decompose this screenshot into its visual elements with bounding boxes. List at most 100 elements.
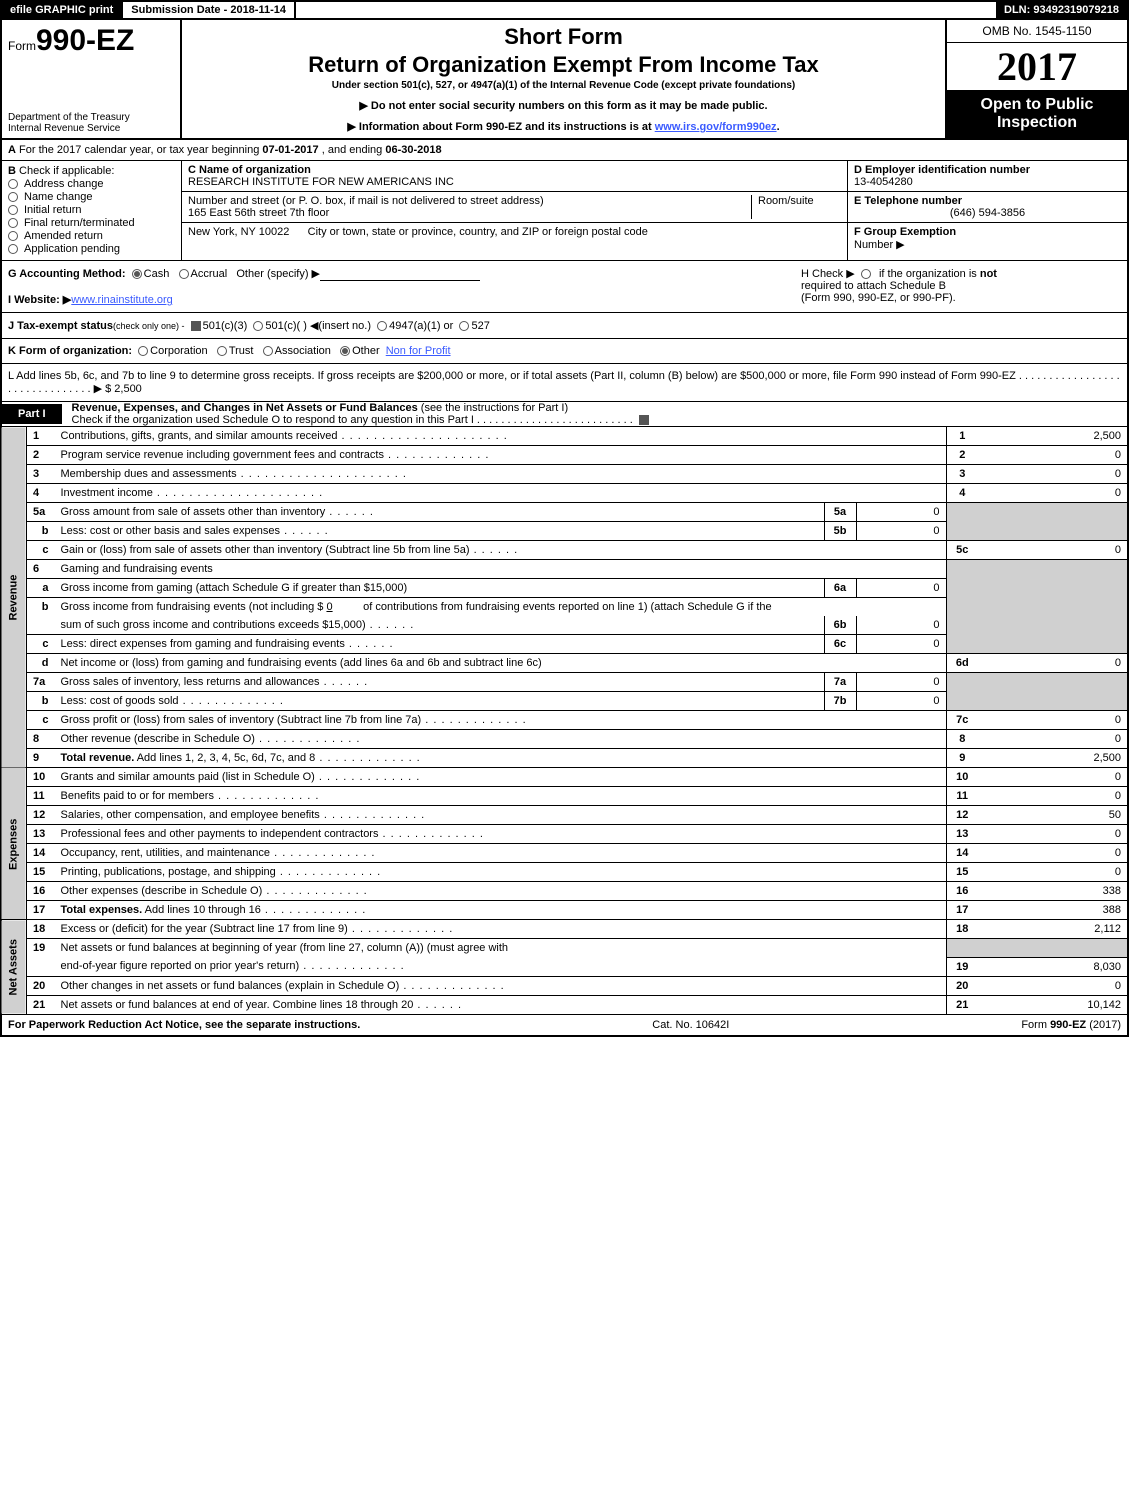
line-17-box: 17 [946, 901, 978, 920]
chk-address-change[interactable] [8, 179, 18, 189]
line-18-amount: 2,112 [978, 920, 1128, 939]
line-19-box: 19 [946, 957, 978, 976]
form-ref-pre: Form [1021, 1019, 1050, 1031]
chk-schedule-o-part1[interactable] [639, 415, 649, 425]
line-16-desc: Other expenses (describe in Schedule O) [61, 885, 263, 897]
other-org-value[interactable]: Non for Profit [386, 345, 451, 357]
line-11-desc: Benefits paid to or for members [61, 790, 214, 802]
omb-number: OMB No. 1545-1150 [947, 20, 1127, 43]
line-g-h: G Accounting Method: Cash Accrual Other … [0, 261, 1129, 313]
org-name: RESEARCH INSTITUTE FOR NEW AMERICANS INC [188, 176, 841, 188]
line-5a-num: 5a [27, 503, 55, 522]
line-1-desc: Contributions, gifts, grants, and simila… [61, 430, 338, 442]
info-pre: ▶ Information about Form 990-EZ and its … [347, 121, 654, 133]
chk-4947a1[interactable] [377, 321, 387, 331]
warning-ssn: ▶ Do not enter social security numbers o… [188, 99, 939, 112]
form-prefix: Form [8, 39, 36, 53]
pra-notice: For Paperwork Reduction Act Notice, see … [8, 1019, 360, 1031]
line-20-desc: Other changes in net assets or fund bala… [61, 980, 400, 992]
line-5a-minival: 0 [856, 503, 946, 522]
row-21: 21 Net assets or fund balances at end of… [1, 995, 1128, 1014]
arrow-icon [315, 752, 420, 764]
line-17-desc-b: Total expenses. [61, 904, 143, 916]
chk-final-return[interactable] [8, 218, 18, 228]
info-link-line: ▶ Information about Form 990-EZ and its … [188, 120, 939, 133]
opt-accrual: Accrual [191, 268, 228, 280]
line-14-desc: Occupancy, rent, utilities, and maintena… [61, 847, 271, 859]
financial-table: Revenue 1 Contributions, gifts, grants, … [0, 427, 1129, 1015]
row-20: 20 Other changes in net assets or fund b… [1, 976, 1128, 995]
opt-501c: 501(c)( ) ◀(insert no.) [265, 320, 371, 332]
line-15-amount: 0 [978, 863, 1128, 882]
part-1-label: Part I [2, 404, 62, 424]
line-21-desc: Net assets or fund balances at end of ye… [61, 999, 414, 1011]
radio-trust[interactable] [217, 346, 227, 356]
chk-501c[interactable] [253, 321, 263, 331]
line-11-box: 11 [946, 787, 978, 806]
open-public-1: Open to Public [951, 96, 1123, 114]
short-form-title: Short Form [188, 24, 939, 50]
part-1-title: Revenue, Expenses, and Changes in Net As… [72, 402, 418, 414]
line-19-amount: 8,030 [978, 957, 1128, 976]
info-post: . [777, 121, 780, 133]
cat-no: Cat. No. 10642I [652, 1019, 729, 1031]
group-exemption-number-label: Number ▶ [854, 239, 905, 251]
line-18-num: 18 [27, 920, 55, 939]
row-10: Expenses 10 Grants and similar amounts p… [1, 768, 1128, 787]
line-14-box: 14 [946, 844, 978, 863]
opt-4947a1: 4947(a)(1) or [389, 320, 453, 332]
shade-5 [946, 503, 978, 541]
input-accounting-other[interactable] [320, 268, 480, 281]
city-label: City or town, state or province, country… [308, 226, 648, 238]
line-15-box: 15 [946, 863, 978, 882]
line-14-amount: 0 [978, 844, 1128, 863]
chk-amended-return[interactable] [8, 231, 18, 241]
line-4-desc: Investment income [61, 487, 153, 499]
line-8-amount: 0 [978, 730, 1128, 749]
line-12-num: 12 [27, 806, 55, 825]
chk-initial-return[interactable] [8, 205, 18, 215]
chk-name-change[interactable] [8, 192, 18, 202]
radio-other-org[interactable] [340, 346, 350, 356]
opt-initial-return: Initial return [24, 204, 81, 216]
return-title: Return of Organization Exempt From Incom… [188, 52, 939, 78]
chk-527[interactable] [459, 321, 469, 331]
tax-year: 2017 [947, 43, 1127, 90]
row-17: 17 Total expenses. Add lines 10 through … [1, 901, 1128, 920]
line-2-box: 2 [946, 446, 978, 465]
radio-association[interactable] [263, 346, 273, 356]
row-3: 3 Membership dues and assessments 3 0 [1, 465, 1128, 484]
radio-cash[interactable] [132, 269, 142, 279]
line-15-desc: Printing, publications, postage, and shi… [61, 866, 276, 878]
radio-corporation[interactable] [138, 346, 148, 356]
line-5b-desc: Less: cost or other basis and sales expe… [61, 525, 281, 537]
line-7a-minibox: 7a [824, 673, 856, 692]
radio-accrual[interactable] [179, 269, 189, 279]
website-link[interactable]: www.rinainstitute.org [71, 294, 173, 306]
shade-19 [946, 939, 978, 958]
line-19-num: 19 [27, 939, 55, 958]
line-16-box: 16 [946, 882, 978, 901]
line-9-amount: 2,500 [978, 749, 1128, 768]
shade-6-amt [978, 560, 1128, 654]
form-info-link[interactable]: www.irs.gov/form990ez [655, 121, 777, 133]
form-ref: Form 990-EZ (2017) [1021, 1019, 1121, 1031]
open-public-2: Inspection [951, 114, 1123, 132]
line-6c-minibox: 6c [824, 635, 856, 654]
line-l: L Add lines 5b, 6c, and 7b to line 9 to … [0, 364, 1129, 402]
row-7a: 7a Gross sales of inventory, less return… [1, 673, 1128, 692]
line-10-desc: Grants and similar amounts paid (list in… [61, 771, 315, 783]
line-6b-num: b [27, 598, 55, 617]
part-1-check-line: Check if the organization used Schedule … [72, 414, 633, 426]
line-6a-minival: 0 [856, 579, 946, 598]
line-16-amount: 338 [978, 882, 1128, 901]
line-10-num: 10 [27, 768, 55, 787]
chk-application-pending[interactable] [8, 244, 18, 254]
line-5b-minival: 0 [856, 522, 946, 541]
city-value: New York, NY 10022 [188, 226, 289, 238]
line-a: A For the 2017 calendar year, or tax yea… [0, 140, 1129, 161]
line-h-not: not [980, 268, 997, 280]
efile-print-button[interactable]: efile GRAPHIC print [2, 2, 123, 18]
chk-501c3[interactable] [191, 321, 201, 331]
chk-schedule-b-not-required[interactable] [861, 269, 871, 279]
